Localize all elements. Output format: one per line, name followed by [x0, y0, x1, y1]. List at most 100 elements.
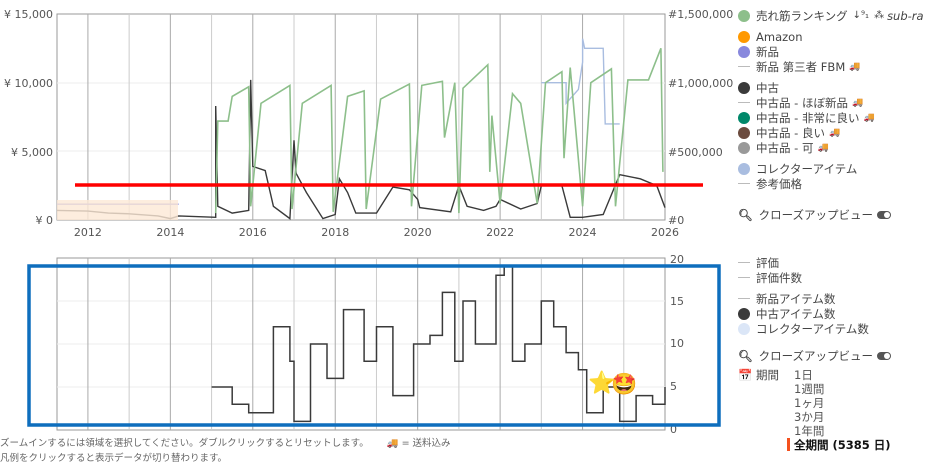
legend-label: 中古品 - 可	[756, 140, 814, 155]
footer-hint-zoom: ズームインするには領域を選択してください。ダブルクリックするとリセットします。 🚚…	[0, 435, 451, 449]
period-option[interactable]: 1ヶ月	[794, 396, 825, 410]
truck-icon: 🚚	[828, 127, 841, 138]
legend-collectible[interactable]: コレクターアイテム	[738, 161, 924, 176]
search-icon: 🔍︎	[738, 207, 753, 222]
period-option[interactable]: 1日	[794, 368, 813, 382]
dot-icon	[738, 322, 750, 335]
dot-icon	[738, 45, 750, 58]
hierarchy-icon[interactable]: ⁂	[874, 10, 885, 21]
legend-label: 新品アイテム数	[756, 291, 836, 306]
legend-used-count[interactable]: 中古アイテム数	[738, 306, 924, 321]
dot-icon	[738, 111, 750, 124]
blue-annotation-box	[27, 264, 721, 427]
dash-icon	[738, 66, 750, 67]
zoom-hint: ズームインするには領域を選択してください。ダブルクリックするとリセットします。	[0, 438, 369, 449]
legend: 売れ筋ランキング ↓⁹₁ ⁂ sub-ra Amazon 新品 新品 第三者 FBM 🚚…	[738, 8, 924, 363]
legend-label: コレクターアイテム	[756, 161, 858, 176]
dash-icon	[738, 298, 750, 299]
period-label: 期間	[755, 368, 779, 382]
year-label: 2012	[74, 226, 102, 239]
legend-label: 新品	[756, 44, 779, 59]
legend-new-fbm[interactable]: 新品 第三者 FBM 🚚	[738, 59, 924, 74]
right-tick: #500,000	[668, 146, 723, 159]
amazon-price-area	[57, 200, 178, 220]
legend-rating-count[interactable]: 評価件数	[738, 270, 924, 285]
series-line-中古アイテム数[interactable]	[211, 265, 666, 423]
dash-icon	[738, 183, 750, 184]
dot-icon	[738, 162, 750, 175]
period-selector: 📅 期間 1日 1週間 1ヶ月 3か月 1年間 全期間 (5385 日)	[738, 367, 891, 452]
star-emoji-icon: ⭐	[588, 370, 615, 396]
legend-label: 中古アイテム数	[756, 306, 836, 321]
legend-new-count[interactable]: 新品アイテム数	[738, 291, 924, 306]
legend-label: 評価件数	[756, 270, 802, 285]
top-plot-frame	[56, 13, 666, 221]
legend-list-price[interactable]: 参考価格	[738, 176, 924, 191]
dash-icon	[738, 102, 750, 103]
legend-new[interactable]: 新品	[738, 44, 924, 59]
right-tick: #1,500,000	[668, 8, 733, 21]
period-option[interactable]: 3か月	[794, 410, 825, 424]
right-tick: #1,000,000	[668, 77, 733, 90]
sub-rank-link[interactable]: sub-ra	[887, 8, 924, 23]
year-label: 2020	[404, 226, 432, 239]
truck-icon: 🚚	[851, 97, 864, 108]
left-tick: ¥ 5,000	[11, 146, 53, 159]
left-tick: ¥ 10,000	[4, 77, 53, 90]
count-tick: 20	[670, 253, 684, 266]
series-line-コレクターアイテム[interactable]	[541, 38, 620, 125]
truck-icon: 🚚	[817, 142, 829, 153]
calendar-icon: 📅	[738, 368, 753, 382]
legend-label: 中古品 - 良い	[756, 125, 825, 140]
series-line-売れ筋ランキング[interactable]	[214, 48, 664, 214]
legend-label: Amazon	[756, 29, 803, 44]
legend-label: コレクターアイテム数	[756, 321, 869, 336]
year-label: 2014	[156, 226, 184, 239]
dash-icon	[738, 277, 750, 278]
legend-rating[interactable]: 評価	[738, 255, 924, 270]
legend-used-acceptable[interactable]: 中古品 - 可 🚚	[738, 140, 924, 155]
sort-icon[interactable]: ↓⁹₁	[852, 10, 870, 21]
left-tick: ¥ 15,000	[4, 8, 53, 21]
dot-icon	[738, 9, 750, 22]
truck-icon: 🚚	[386, 438, 399, 449]
legend-used-like-new[interactable]: 中古品 - ほぼ新品 🚚	[738, 95, 924, 110]
legend-sales-rank[interactable]: 売れ筋ランキング ↓⁹₁ ⁂ sub-ra	[738, 8, 924, 23]
dot-icon	[738, 126, 750, 139]
closeup-label: クローズアップビュー	[758, 348, 874, 363]
legend-collectible-count[interactable]: コレクターアイテム数	[738, 321, 924, 336]
legend-used-good[interactable]: 中古品 - 良い 🚚	[738, 125, 924, 140]
truck-icon: 🚚	[849, 61, 861, 72]
legend-label: 新品 第三者 FBM	[756, 59, 846, 74]
dash-icon	[738, 262, 750, 263]
count-tick: 15	[670, 295, 684, 308]
closeup-label: クローズアップビュー	[758, 207, 874, 222]
search-icon: 🔍︎	[738, 348, 753, 363]
legend-used-very-good[interactable]: 中古品 - 非常に良い 🚚	[738, 110, 924, 125]
toggle-icon[interactable]	[877, 351, 892, 360]
period-option[interactable]: 1年間	[794, 424, 825, 438]
closeup-toggle-top[interactable]: 🔍︎ クローズアップビュー	[738, 207, 924, 222]
count-tick: 5	[670, 380, 677, 393]
dot-icon	[738, 141, 750, 154]
truck-icon: 🚚	[863, 112, 875, 123]
count-tick: 0	[670, 423, 677, 436]
legend-label: 売れ筋ランキング	[756, 8, 848, 23]
left-tick: ¥ 0	[36, 214, 54, 227]
count-tick: 10	[670, 337, 684, 350]
period-option-selected[interactable]: 全期間 (5385 日)	[787, 438, 891, 452]
legend-used[interactable]: 中古	[738, 80, 924, 95]
period-option[interactable]: 1週間	[794, 382, 825, 396]
year-label: 2024	[569, 226, 597, 239]
legend-label: 評価	[756, 255, 779, 270]
dot-icon	[738, 307, 750, 320]
closeup-toggle-bottom[interactable]: 🔍︎ クローズアップビュー	[738, 348, 924, 363]
year-label: 2016	[239, 226, 267, 239]
toggle-icon[interactable]	[877, 210, 892, 219]
legend-label: 中古品 - ほぼ新品	[756, 95, 848, 110]
right-tick: #0	[668, 214, 684, 227]
shipping-note: = 送料込み	[401, 438, 451, 449]
legend-label: 参考価格	[756, 176, 802, 191]
legend-amazon[interactable]: Amazon	[738, 29, 924, 44]
